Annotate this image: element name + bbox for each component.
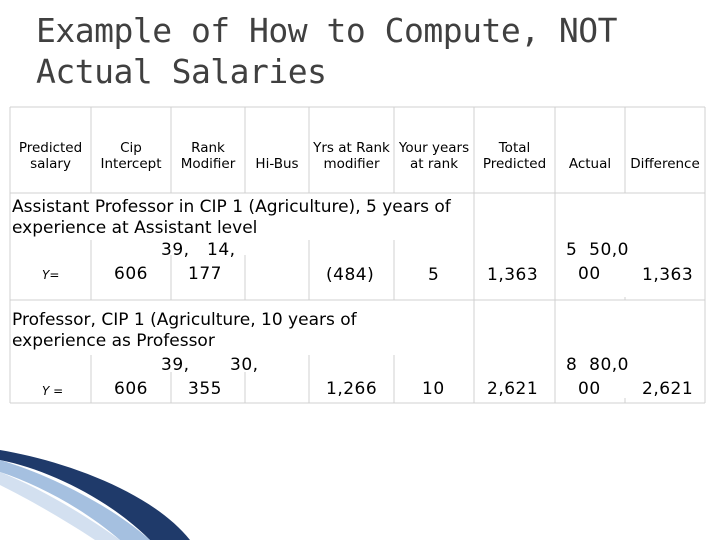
header-total-predicted: Total Predicted [482,140,547,172]
header-difference: Difference [630,156,700,172]
slide-title: Example of How to Compute, NOT Actual Sa… [36,10,706,92]
row-1-cip-intercept: 39, 606 [114,240,190,284]
row-2-difference: 2,621 [642,379,694,399]
row-1-actual: 5 50,0 00 [566,240,629,284]
row-1-y-label: Y= [42,268,60,282]
row-1-total-predicted: 1,363 [487,265,539,285]
row-2-y-label: Y = [42,384,64,398]
header-predicted-salary: Predicted salary [18,140,83,172]
row-2-rank-modifier: 30, 355 [188,355,259,399]
row-2-your-years: 10 [422,379,445,399]
row-1-rank-modifier: 14, 177 [188,240,236,284]
header-actual: Actual [568,156,612,172]
header-yrs-at-rank-modifier: Yrs at Rank modifier [313,140,390,172]
header-your-years-at-rank: Your years at rank [398,140,470,172]
row-2-actual: 8 80,0 00 [566,355,629,399]
row-1-yrs-modifier: (484) [326,265,375,285]
row-1-description: Assistant Professor in CIP 1 (Agricultur… [12,197,451,238]
row-2-description: Professor, CIP 1 (Agriculture, 10 years … [12,310,357,351]
decorative-wave [0,450,190,540]
row-2-cip-intercept: 39, 606 [114,355,190,399]
header-cip-intercept: Cip Intercept [100,140,162,172]
title-line-1: Example of How to Compute, NOT [36,11,618,50]
row-1-your-years: 5 [428,265,440,285]
header-hi-bus: Hi-Bus [255,156,299,172]
row-2-yrs-modifier: 1,266 [326,379,378,399]
title-line-2: Actual Salaries [36,52,327,91]
row-1-difference: 1,363 [642,265,694,285]
row-2-total-predicted: 2,621 [487,379,539,399]
header-rank-modifier: Rank Modifier [180,140,236,172]
